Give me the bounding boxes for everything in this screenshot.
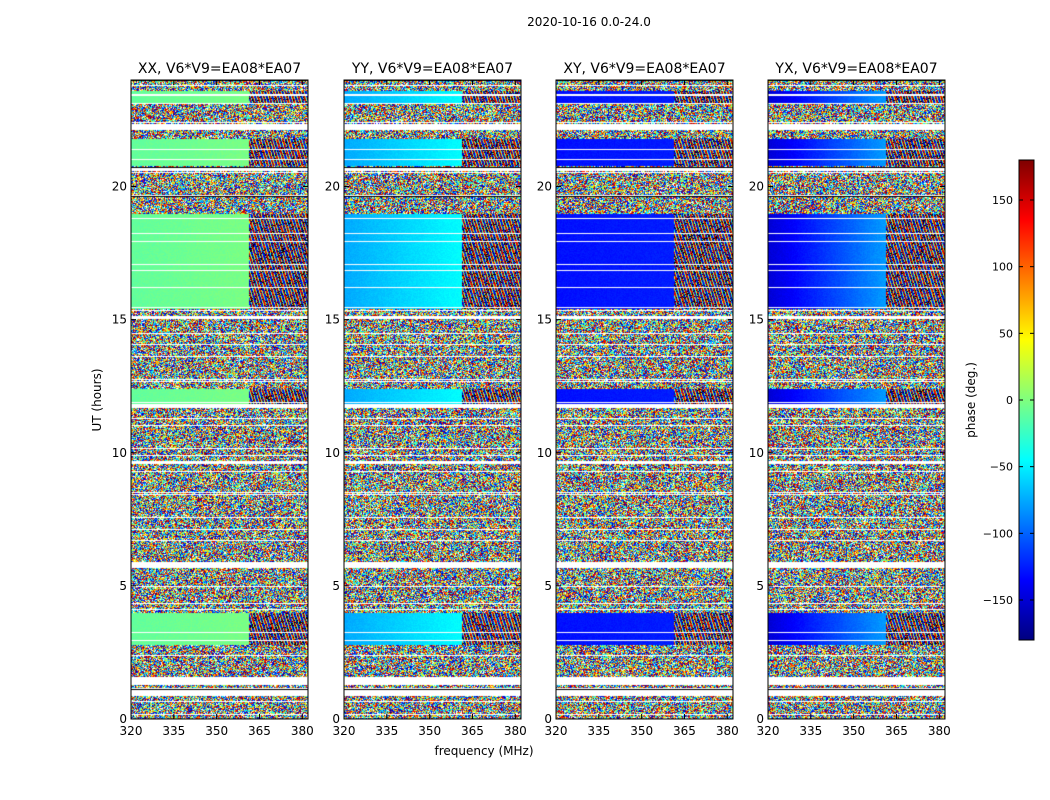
panel-title: XX, V6*V9=EA08*EA07 [138,61,301,77]
axes-frame [555,79,734,720]
y-tick-label: 15 [749,313,764,327]
x-tick-label: 365 [461,724,484,738]
y-tick-label: 15 [325,313,340,327]
axes-frame [767,79,946,720]
x-tick-label: 380 [716,724,739,738]
x-tick-label: 350 [418,724,441,738]
phase-heatmap [344,80,521,719]
y-tick-label: 5 [332,579,340,593]
y-tick-label: 0 [332,712,340,726]
y-tick-label: 0 [119,712,127,726]
x-tick-label: 365 [885,724,908,738]
panel-4: YX, V6*V9=EA08*EA07 320 335 350 365 380 0 5 10 15… [749,61,951,738]
colorbar-tick-label: 100 [992,261,1013,274]
panel-1: XX, V6*V9=EA08*EA07 320 335 350 365 380 0 5 10 15… [112,61,314,738]
y-tick-label: 20 [112,180,127,194]
panels-group: XX, V6*V9=EA08*EA07 320 335 350 365 380 0 5 10 15… [112,61,951,738]
figure-suptitle: 2020-10-16 0.0-24.0 [527,15,651,29]
x-tick-label: 380 [504,724,527,738]
y-tick-label: 10 [112,446,127,460]
x-tick-label: 320 [333,724,356,738]
y-tick-label: 5 [544,579,552,593]
x-tick-label: 350 [842,724,865,738]
x-tick-label: 350 [205,724,228,738]
x-tick-label: 350 [630,724,653,738]
panel-3: XY, V6*V9=EA08*EA07 320 335 350 365 380 0 5 10 15… [537,61,739,738]
colorbar-tick-label: 50 [999,327,1013,340]
colorbar-tick-label: −50 [990,461,1013,474]
colorbar-label: phase (deg.) [964,362,978,438]
colorbar-tick-label: 150 [992,194,1013,207]
panel-title: XY, V6*V9=EA08*EA07 [563,61,725,77]
phase-heatmap [768,80,945,719]
axes-frame [343,79,522,720]
y-tick-label: 15 [112,313,127,327]
x-tick-label: 365 [673,724,696,738]
colorbar-tick-label: −150 [983,594,1013,607]
y-tick-label: 20 [325,180,340,194]
x-tick-label: 335 [162,724,185,738]
x-tick-label: 335 [375,724,398,738]
x-tick-label: 320 [120,724,143,738]
x-tick-label: 335 [587,724,610,738]
y-tick-label: 5 [119,579,127,593]
colorbar-tick-label: −100 [983,527,1013,540]
x-axis-label: frequency (MHz) [434,744,533,758]
x-tick-label: 380 [291,724,314,738]
y-tick-label: 5 [756,579,764,593]
y-tick-label: 10 [749,446,764,460]
x-tick-label: 320 [545,724,568,738]
colorbar: 150 100 50 0 −50 −100 −150 [983,159,1035,641]
axes-frame [130,79,309,720]
x-tick-label: 380 [928,724,951,738]
panel-title: YY, V6*V9=EA08*EA07 [351,61,513,77]
y-tick-label: 10 [537,446,552,460]
panel-2: YY, V6*V9=EA08*EA07 320 335 350 365 380 0 5 10 15… [325,61,527,738]
y-tick-label: 10 [325,446,340,460]
y-tick-label: 15 [537,313,552,327]
x-tick-label: 320 [757,724,780,738]
y-axis-label: UT (hours) [90,368,104,431]
panel-title: YX, V6*V9=EA08*EA07 [774,61,937,77]
x-tick-label: 365 [248,724,271,738]
phase-heatmap [131,80,308,719]
phase-heatmap [556,80,733,719]
colorbar-tick-label: 0 [1006,394,1013,407]
y-tick-label: 0 [544,712,552,726]
y-tick-label: 20 [537,180,552,194]
x-tick-label: 335 [799,724,822,738]
y-tick-label: 0 [756,712,764,726]
y-tick-label: 20 [749,180,764,194]
